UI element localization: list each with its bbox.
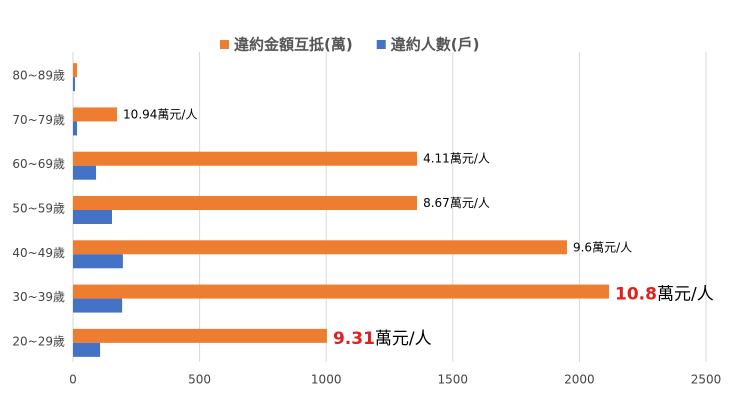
y-tick-label: 80~89歲 — [12, 69, 65, 83]
y-tick-label: 70~79歲 — [12, 113, 65, 127]
annotation-text: 8.67萬元/人 — [423, 196, 490, 210]
x-tick-label: 1500 — [438, 373, 469, 387]
bar — [73, 210, 112, 224]
x-tick-label: 2500 — [691, 373, 722, 387]
bar — [73, 284, 610, 299]
bar — [73, 121, 78, 136]
annotation-text: 4.11萬元/人 — [423, 151, 490, 165]
annotation: 9.31萬元/人 — [333, 329, 432, 349]
legend-swatch — [376, 40, 386, 49]
annotation-highlight: 10.8 — [615, 285, 657, 305]
annotation-text: 9.6萬元/人 — [573, 240, 632, 254]
y-tick-label: 60~69歲 — [12, 157, 65, 171]
annotation: 4.11萬元/人 — [423, 151, 490, 165]
annotation-text: 萬元/人 — [375, 329, 432, 349]
y-tick-label: 40~49歲 — [12, 246, 65, 260]
annotation: 10.94萬元/人 — [123, 107, 197, 121]
bar — [73, 240, 567, 255]
bar — [73, 151, 418, 166]
x-tick-label: 2000 — [564, 373, 595, 387]
y-tick-label: 30~39歲 — [12, 290, 65, 304]
bar — [73, 196, 418, 210]
bar — [73, 254, 123, 269]
x-tick-label: 500 — [188, 373, 211, 387]
bar — [73, 107, 118, 122]
annotation-text: 萬元/人 — [657, 285, 714, 305]
bar — [73, 77, 76, 92]
bar — [73, 328, 327, 343]
annotation: 10.8萬元/人 — [615, 285, 714, 305]
x-tick-label: 1000 — [311, 373, 342, 387]
annotation: 8.67萬元/人 — [423, 196, 490, 210]
bar — [73, 165, 97, 180]
y-tick-label: 50~59歲 — [12, 202, 65, 216]
bar — [73, 342, 101, 357]
legend-label: 違約金額互抵(萬) — [234, 36, 353, 54]
y-tick-label: 20~29歲 — [12, 334, 65, 348]
x-tick-label: 0 — [69, 373, 77, 387]
bar — [73, 298, 123, 313]
annotation-highlight: 9.31 — [333, 329, 375, 349]
legend-label: 違約人數(戶) — [391, 36, 480, 54]
annotation: 9.6萬元/人 — [573, 240, 632, 254]
legend-swatch — [220, 40, 229, 49]
bar — [73, 63, 78, 78]
annotation-text: 10.94萬元/人 — [123, 107, 197, 121]
